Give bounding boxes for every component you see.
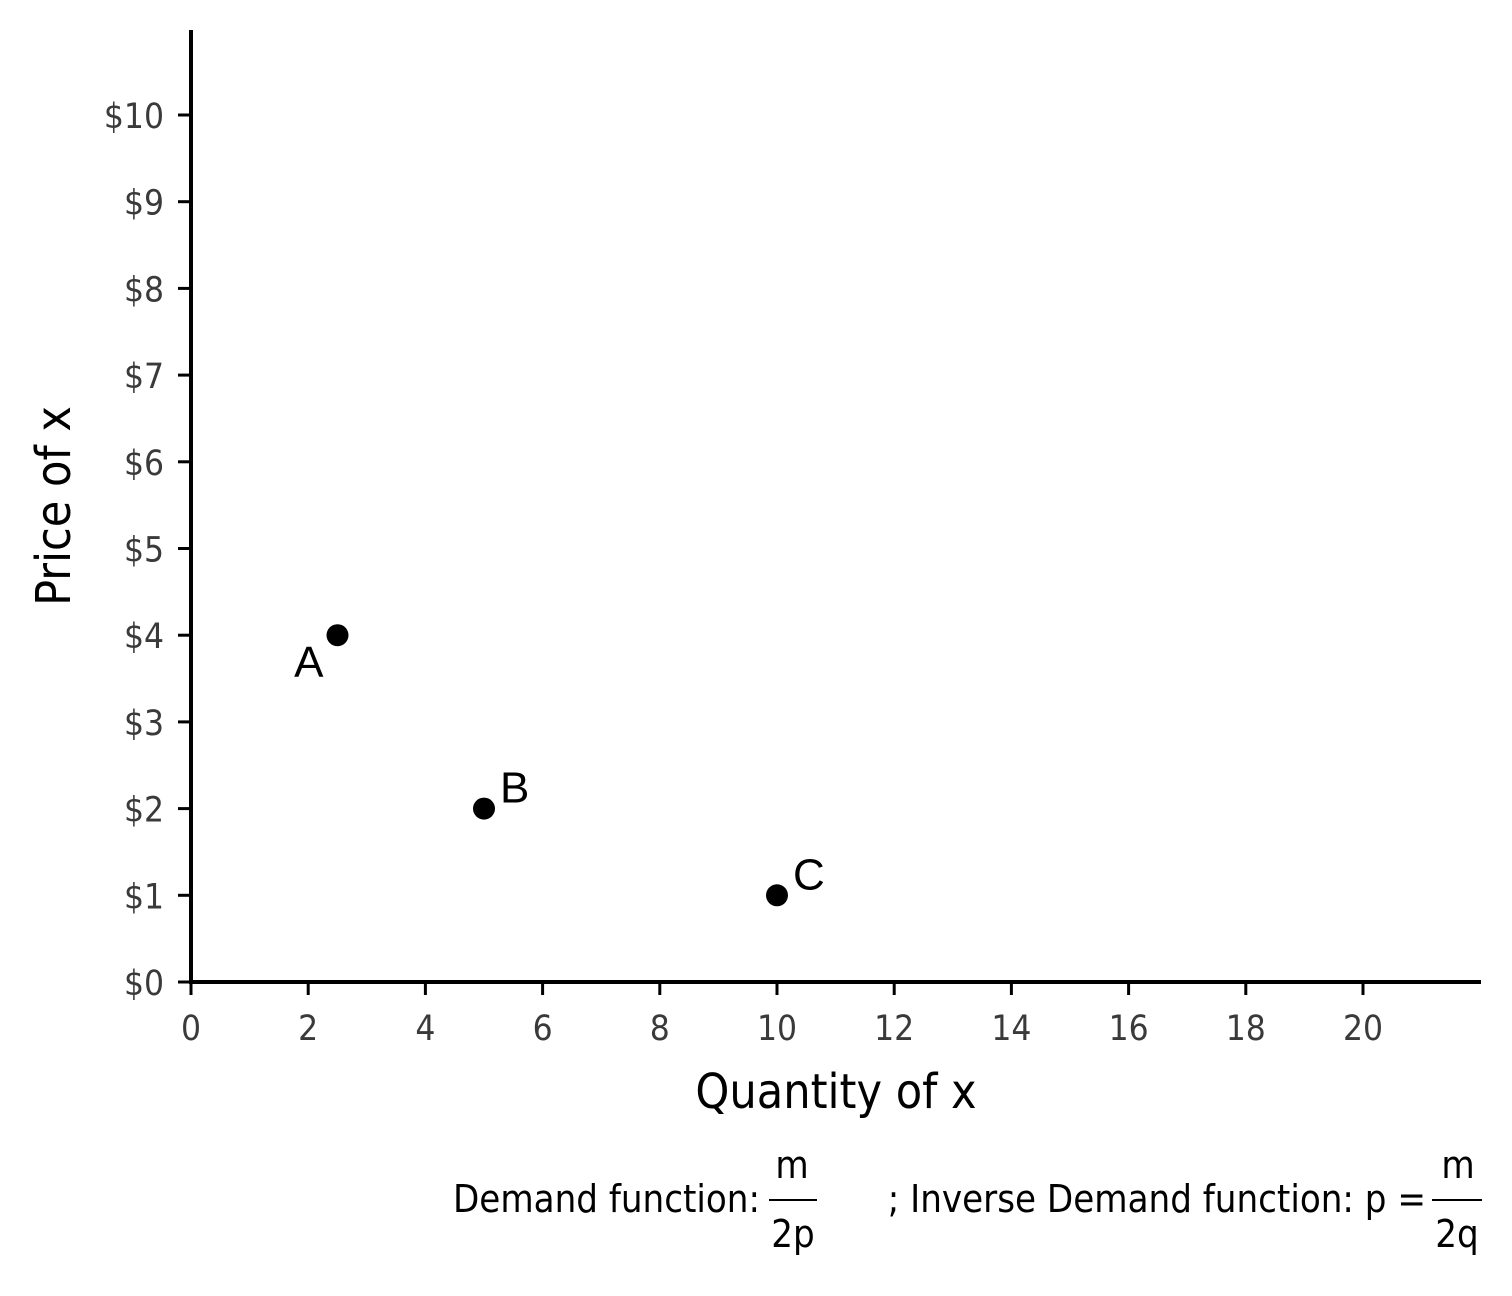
y-tick-label: $3 [124,704,164,744]
x-tick-label: 8 [650,1009,670,1049]
point-label-b: B [500,764,529,813]
point-label-c: C [793,850,825,899]
x-tick-label: 20 [1343,1009,1383,1049]
point-label-a: A [294,638,324,687]
y-tick-label: $5 [124,531,164,571]
y-tick-label: $2 [124,791,164,831]
point-c [766,884,788,907]
y-axis-title: Price of x [26,406,82,606]
caption-demand-prefix: Demand function: [453,1177,760,1221]
point-a [326,624,349,647]
x-axis-title: Quantity of x [695,1064,976,1120]
y-tick-label: $9 [124,184,164,224]
caption-separator: ; Inverse Demand function: p = [888,1177,1426,1221]
y-tick-label: $1 [124,877,164,917]
caption-demand-denominator: 2p [771,1212,814,1256]
caption-demand-numerator: m [775,1143,808,1187]
x-tick-label: 0 [181,1009,201,1049]
caption-inverse-denominator: 2q [1435,1212,1478,1256]
caption-inverse-numerator: m [1441,1143,1474,1187]
data-points: A B C [294,624,825,907]
x-tick-label: 18 [1226,1009,1266,1049]
y-tick-label: $8 [124,270,164,310]
y-tick-label: $6 [124,444,164,484]
y-tick-label: $7 [124,357,164,397]
x-tick-label: 2 [298,1009,318,1049]
x-tick-label: 12 [874,1009,914,1049]
x-tick-label: 6 [533,1009,553,1049]
x-tick-label: 10 [757,1009,797,1049]
x-tick-label: 4 [415,1009,435,1049]
x-axis-ticks: 0 2 4 6 8 10 12 14 16 18 20 [181,982,1383,1049]
y-tick-label: $0 [124,964,164,1004]
y-tick-label: $4 [124,617,164,657]
x-tick-label: 16 [1109,1009,1149,1049]
point-b [473,797,495,820]
x-tick-label: 14 [991,1009,1031,1049]
caption: Demand function: m 2p ; Inverse Demand f… [453,1143,1482,1256]
y-axis-ticks: $0 $1 $2 $3 $4 $5 $6 $7 $8 $9 $10 [104,97,191,1004]
y-tick-label: $10 [104,97,164,137]
